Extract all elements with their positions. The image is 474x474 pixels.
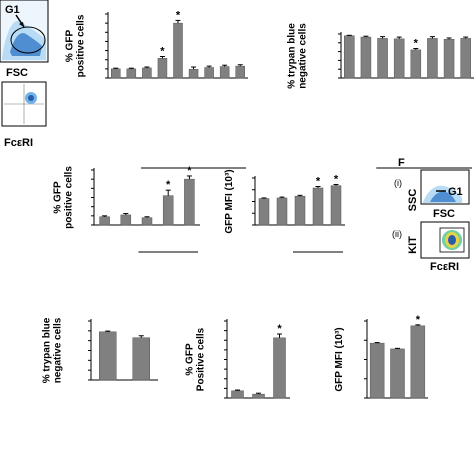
bar	[443, 39, 455, 79]
bar	[204, 67, 214, 79]
bar	[377, 38, 388, 79]
y-axis-title-line: positive cells	[64, 166, 75, 229]
bar	[173, 22, 183, 79]
flow-f-ylabel-i: SSC	[407, 189, 419, 212]
flow-f-ylabel-ii: KIT	[407, 236, 419, 254]
y-axis-title: % GFPpositive cells	[53, 166, 75, 229]
y-axis-title-line: % GFP	[65, 30, 76, 63]
flow-a-gate-g1	[10, 26, 46, 54]
bar-chart-h: % GFPPositive cells *	[185, 319, 290, 399]
bar	[162, 195, 174, 226]
y-axis-title-line: GFP MFI (10³)	[224, 169, 235, 233]
significance-star: *	[334, 173, 339, 185]
flow-f-fcr-core	[448, 235, 456, 245]
bar	[235, 65, 245, 79]
bar	[360, 36, 372, 79]
flow-a-quadrant	[4, 84, 44, 124]
bar	[120, 214, 132, 226]
bar	[219, 66, 230, 79]
significance-star: *	[316, 176, 321, 188]
y-axis-title-line: negative cells	[298, 23, 309, 89]
flow-f-fcr-gate	[439, 227, 465, 253]
bar	[141, 217, 153, 226]
significance-star: *	[166, 179, 171, 191]
bar	[390, 348, 405, 399]
y-axis-title-line: % GFP	[53, 181, 64, 214]
bar	[344, 35, 355, 79]
panel-label-f: F	[398, 157, 405, 169]
bar-chart-e: GFP MFI (10³) * *	[224, 169, 345, 253]
bar	[258, 198, 270, 226]
bar	[188, 69, 199, 79]
significance-star: *	[160, 46, 165, 58]
flow-a-xlabel: FSC	[6, 67, 28, 79]
y-axis-title: % trypan bluenegative cells	[42, 317, 64, 383]
y-axis-title-line: % GFP	[185, 343, 196, 376]
y-axis-title-line: % trypan blue	[287, 23, 298, 89]
bar-chart-i: GFP MFI (10³) *	[334, 314, 428, 399]
flow-f-density-core	[430, 191, 456, 202]
bar	[231, 390, 244, 399]
flow-f-label-ii: (ii)	[392, 229, 402, 239]
bar-charts: % GFPpositive cells **% trypan bluenegati…	[42, 9, 474, 399]
flow-a-gate-arrowhead	[19, 22, 24, 27]
bar	[294, 195, 306, 226]
bar	[184, 178, 195, 226]
y-axis-title-line: negative cells	[53, 317, 64, 383]
bar	[330, 185, 342, 226]
bar	[460, 38, 471, 79]
flow-f-xlabel-i: FSC	[433, 208, 455, 220]
bar	[273, 337, 286, 399]
significance-star: *	[187, 165, 192, 177]
bar	[132, 337, 150, 381]
y-axis-title: GFP MFI (10³)	[334, 327, 345, 391]
significance-star: *	[416, 314, 421, 326]
y-axis-title-line: Positive cells	[196, 327, 207, 391]
bar	[157, 58, 168, 79]
bar-chart-b: % GFPpositive cells * *	[65, 9, 248, 169]
y-axis-title: GFP MFI (10³)	[224, 169, 235, 233]
bar	[410, 49, 422, 79]
significance-star: *	[176, 9, 181, 21]
flow-plot-a: G1 FSC FcεRI	[0, 0, 49, 149]
bar	[410, 325, 426, 399]
y-axis-title-line: positive cells	[76, 14, 87, 77]
bar	[369, 342, 385, 399]
bar	[276, 197, 288, 226]
y-axis-title-line: % trypan blue	[42, 317, 53, 383]
flow-plot-f: F (i) SSC G1 FSC (ii) KIT FcεRI	[392, 157, 470, 273]
significance-star: *	[277, 323, 282, 335]
bar	[99, 216, 110, 226]
bar	[126, 68, 137, 79]
y-axis-title: % GFPpositive cells	[65, 14, 87, 77]
bar	[99, 331, 117, 381]
y-axis-title: % trypan bluenegative cells	[287, 23, 309, 89]
flow-f-xlabel-ii: FcεRI	[430, 261, 459, 273]
bar-chart-g: % trypan bluenegative cells	[42, 317, 158, 383]
bar-chart-c: % trypan bluenegative cells *	[287, 23, 474, 169]
flow-a-gate-label: G1	[5, 4, 20, 16]
flow-f-label-i: (i)	[394, 178, 402, 188]
bar	[393, 38, 405, 79]
y-axis-title: % GFPPositive cells	[185, 327, 207, 391]
flow-a-fcr-core	[28, 95, 34, 101]
y-axis-title-line: GFP MFI (10³)	[334, 327, 345, 391]
bar	[111, 68, 121, 79]
bar	[142, 67, 152, 79]
bar-chart-d: % GFPpositive cells * *	[53, 165, 200, 253]
bar	[252, 393, 265, 399]
bar	[312, 187, 324, 226]
flow-f-gate-label: G1	[448, 186, 463, 198]
bar	[427, 38, 438, 79]
significance-star: *	[414, 38, 419, 50]
flow-a-xlabel2: FcεRI	[4, 137, 33, 149]
